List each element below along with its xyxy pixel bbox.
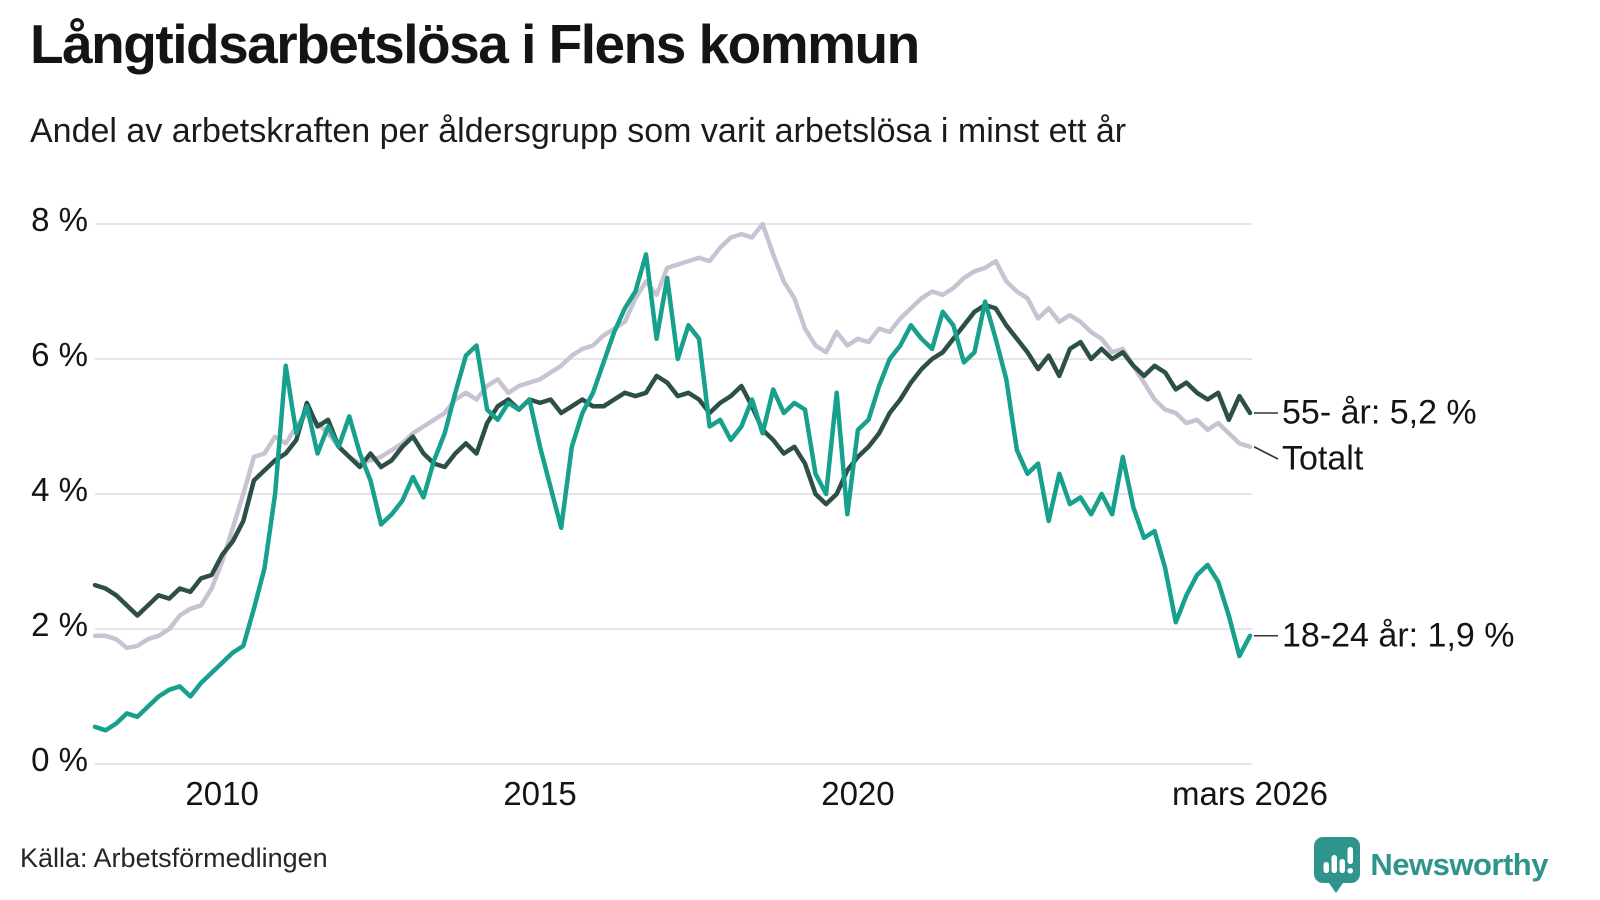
y-tick-label: 8 %: [31, 201, 88, 238]
label-connector: [1253, 446, 1279, 460]
series-end-label-Totalt: Totalt: [1282, 439, 1364, 478]
x-tick-label: 2020: [821, 775, 895, 812]
page-subtitle: Andel av arbetskraften per åldersgrupp s…: [30, 112, 1127, 150]
x-tick-label: 2015: [503, 775, 577, 812]
y-tick-label: 4 %: [31, 471, 88, 508]
newsworthy-icon: [1314, 837, 1361, 893]
brand-logo: Newsworthy: [1313, 836, 1548, 894]
x-tick-label: mars 2026: [1172, 775, 1328, 812]
y-tick-label: 2 %: [31, 606, 88, 643]
y-tick-label: 0 %: [31, 741, 88, 778]
series-line-55--år: [92, 302, 1253, 618]
series-end-label-55--år: 55- år: 5,2 %: [1282, 393, 1477, 432]
plot-canvas: [92, 221, 1279, 765]
series-end-label-18-24-år: 18-24 år: 1,9 %: [1282, 616, 1515, 655]
x-tick-label: 2010: [185, 775, 259, 812]
series-line-Totalt: [92, 221, 1253, 651]
series-line-18-24-år: [92, 252, 1253, 733]
brand-name: Newsworthy: [1370, 847, 1548, 882]
source-note: Källa: Arbetsförmedlingen: [20, 843, 328, 873]
y-tick-label: 6 %: [31, 336, 88, 373]
page-title: Långtidsarbetslösa i Flens kommun: [30, 13, 920, 75]
